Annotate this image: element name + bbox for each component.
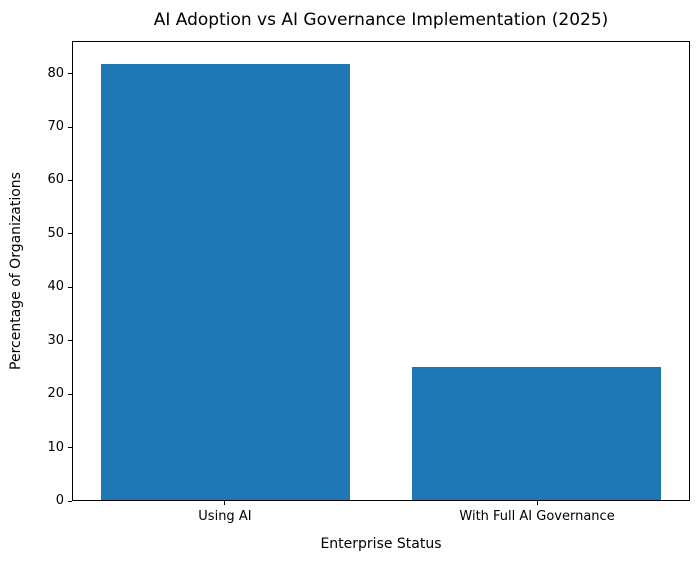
y-tick-mark [68, 233, 72, 235]
bar-using-ai [101, 63, 350, 500]
y-tick-label: 70 [47, 119, 64, 135]
y-tick-label: 30 [47, 332, 64, 348]
x-tick-label: Using AI [198, 509, 252, 524]
y-tick-mark [68, 73, 72, 75]
y-tick-label: 0 [55, 493, 64, 508]
y-tick-mark [68, 393, 72, 395]
x-tick-label: With Full AI Governance [459, 509, 615, 524]
y-tick-mark [68, 340, 72, 342]
y-tick-mark [68, 447, 72, 449]
x-tick-mark [224, 501, 226, 505]
y-tick-mark [68, 126, 72, 128]
bars-layer [73, 42, 689, 500]
y-tick-label: 50 [47, 225, 64, 241]
chart-title: AI Adoption vs AI Governance Implementat… [153, 10, 609, 30]
plot-area [72, 41, 690, 501]
y-tick-label: 20 [47, 386, 64, 402]
x-axis-label: Enterprise Status [320, 536, 442, 552]
y-tick-label: 40 [47, 279, 64, 295]
y-tick-mark [68, 179, 72, 181]
x-tick-mark [536, 501, 538, 505]
y-tick-mark [68, 286, 72, 288]
y-tick-label: 60 [47, 172, 64, 188]
bar-with-full-ai-governance [412, 367, 661, 500]
y-tick-label: 80 [47, 65, 64, 81]
y-axis-label: Percentage of Organizations [8, 172, 24, 370]
y-tick-label: 10 [47, 439, 64, 455]
y-tick-mark [68, 500, 72, 502]
